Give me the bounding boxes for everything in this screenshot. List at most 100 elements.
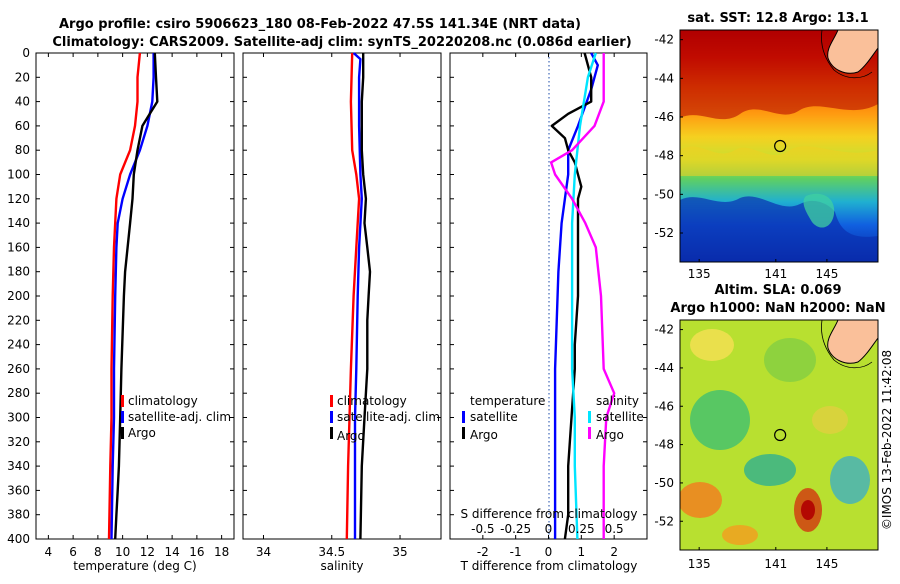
argo-position-marker (774, 139, 787, 153)
legend-label-argo: Argo (337, 429, 365, 443)
x-axes: 4 6 8 10 12 14 16 18 34 34.5 35 -2 -1 0 1 2-0.5 -0.25 0 0.… (45, 53, 624, 559)
temperature-xlabel: temperature (deg C) (73, 559, 196, 573)
sla-map-frame (679, 319, 879, 551)
legend-label-argo: Argo (128, 426, 156, 440)
legend-swatch-satellite (121, 411, 124, 423)
legend-swatch-s-argo (588, 427, 591, 439)
legend-label-t-satellite: satellite (470, 410, 518, 424)
x2-tick-label: -0.25 (500, 522, 531, 536)
map-y-tick-label: -42 (654, 323, 674, 337)
sla-map-subtitle: Argo h1000: NaN h2000: NaN (670, 301, 885, 316)
depth-tick-label: 280 (7, 386, 30, 400)
depth-tick-label: 200 (7, 289, 30, 303)
map-y-tick-label: -52 (654, 514, 674, 528)
series-line-salinity-satellite (570, 52, 597, 540)
legend-label-climatology: climatology (337, 394, 407, 408)
depth-tick-label: 400 (7, 532, 30, 546)
coastline-contour (821, 320, 873, 369)
x2-tick-label: 0.5 (605, 522, 624, 536)
x-tick-label: 8 (94, 545, 102, 559)
x2-tick-label: 0.25 (568, 522, 595, 536)
map-y-tick-label: -44 (654, 71, 674, 85)
depth-tick-label: 120 (7, 192, 30, 206)
map-x-tick-label: 145 (815, 557, 838, 571)
x2-tick-label: 0 (545, 522, 553, 536)
map-y-tick-label: -46 (654, 110, 674, 124)
depth-tick-label: 340 (7, 459, 30, 473)
legend-swatch-climatology (121, 395, 124, 407)
legend-swatch-argo (121, 427, 124, 439)
sla-anomaly (680, 482, 722, 518)
map-y-tick-label: -42 (654, 33, 674, 47)
depth-axis: 0 20 40 60 80 100 120 140 160 180 200 220 240 260 280 3… (7, 46, 647, 546)
salinity-difference-xlabel: S difference from climatology (461, 507, 638, 521)
sst-map-title: sat. SST: 12.8 Argo: 13.1 (687, 11, 868, 26)
map-y-tick-label: -48 (654, 149, 674, 163)
x-tick-label: 14 (164, 545, 179, 559)
map-y-tick-label: -44 (654, 361, 674, 375)
sla-anomaly (690, 329, 734, 361)
series-line-temperature-argo (550, 52, 593, 540)
figure-title-line1: Argo profile: csiro 5906623_180 08-Feb-2… (59, 17, 581, 32)
map-x-tick-label: 141 (764, 557, 787, 571)
sla-anomaly (830, 456, 870, 504)
coastline-contour (821, 30, 873, 79)
sla-anomaly (722, 525, 758, 545)
legend-label-satellite: satellite-adj. clim (128, 410, 231, 424)
sla-map-title: Altim. SLA: 0.069 (715, 283, 842, 298)
x-tick-label: -2 (477, 545, 489, 559)
x-tick-label: 34 (256, 545, 271, 559)
depth-tick-label: 220 (7, 313, 30, 327)
legend-label-s-satellite: satellite (596, 410, 644, 424)
sla-map-axes: 135 141 145 -42 -44 -46 -48 -50 -52 (654, 323, 838, 571)
map-x-tick-label: 145 (815, 267, 838, 281)
legend-title-salinity: salinity (596, 394, 639, 408)
series-line-argo (359, 53, 372, 540)
sst-map (680, 30, 878, 262)
x-tick-label: 12 (140, 545, 155, 559)
x2-tick-label: -0.5 (471, 522, 494, 536)
salinity-xlabel: salinity (320, 559, 363, 573)
sst-map-frame (679, 29, 879, 263)
depth-tick-label: 40 (15, 95, 30, 109)
map-x-tick-label: 135 (688, 557, 711, 571)
depth-tick-label: 140 (7, 216, 30, 230)
x-tick-label: -1 (510, 545, 522, 559)
imos-watermark: ©IMOS 13-Feb-2022 11:42:08 (880, 350, 894, 530)
sla-anomaly (764, 338, 816, 382)
depth-tick-label: 320 (7, 435, 30, 449)
figure-title-line2: Climatology: CARS2009. Satellite-adj cli… (52, 35, 631, 50)
sla-anomaly (801, 500, 815, 520)
profile-series (107, 52, 616, 540)
legend-label-s-argo: Argo (596, 428, 624, 442)
series-line-climatology (345, 52, 361, 540)
depth-tick-label: 180 (7, 265, 30, 279)
difference-xlabel: T difference from climatology (460, 559, 638, 573)
depth-tick-label: 20 (15, 70, 30, 84)
series-line-satellite-adj-clim (352, 52, 363, 539)
x-tick-label: 1 (578, 545, 586, 559)
legend-label-climatology: climatology (128, 394, 198, 408)
series-line-satellite-adj-clim (110, 53, 155, 540)
map-x-tick-label: 135 (688, 267, 711, 281)
temperature-legend: climatology satellite-adj. clim Argo (121, 394, 231, 440)
sla-anomaly (744, 454, 796, 486)
depth-tick-label: 80 (15, 143, 30, 157)
legend-swatch-t-satellite (462, 411, 465, 423)
legend-title-temperature: temperature (470, 394, 545, 408)
legend-swatch-t-argo (462, 427, 465, 439)
depth-tick-label: 240 (7, 338, 30, 352)
map-y-tick-label: -50 (654, 476, 674, 490)
legend-label-satellite: satellite-adj. clim (337, 410, 440, 424)
x-tick-label: 10 (115, 545, 130, 559)
depth-tick-label: 60 (15, 119, 30, 133)
map-y-tick-label: -46 (654, 399, 674, 413)
legend-swatch-climatology (330, 395, 333, 407)
sla-anomaly (690, 390, 750, 450)
salinity-plot-frame (242, 52, 442, 540)
depth-tick-label: 260 (7, 362, 30, 376)
x-tick-label: 2 (610, 545, 618, 559)
depth-tick-label: 360 (7, 483, 30, 497)
depth-tick-label: 160 (7, 240, 30, 254)
